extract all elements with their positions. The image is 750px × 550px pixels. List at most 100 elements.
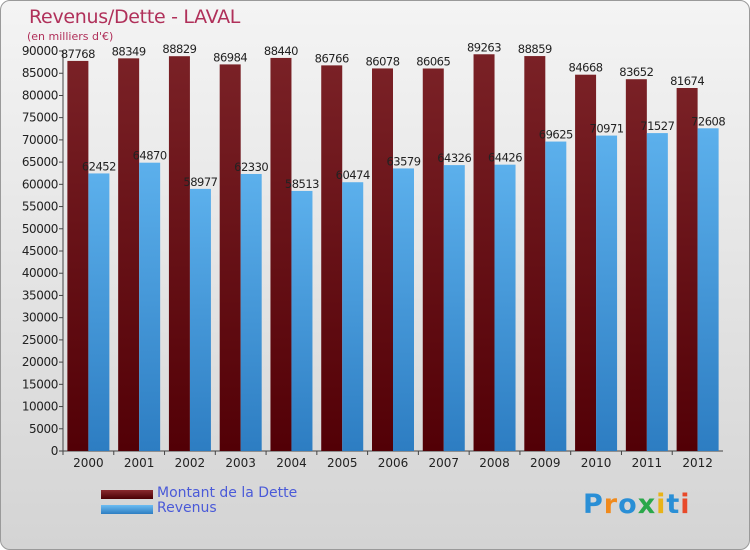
bar-debt <box>168 56 190 452</box>
bar-revenue <box>443 165 465 451</box>
logo-letter: i <box>656 489 667 520</box>
data-label-debt: 88440 <box>264 44 298 58</box>
y-tick-label: 55000 <box>22 200 58 214</box>
y-tick-label: 35000 <box>22 288 58 302</box>
proxiti-logo: Proxiti <box>583 489 691 520</box>
x-tick-label: 2005 <box>327 456 358 470</box>
bar-debt <box>219 64 241 451</box>
x-tick-label: 2000 <box>73 456 104 470</box>
y-tick-label: 25000 <box>22 333 58 347</box>
bar-revenue <box>189 188 211 451</box>
bar-debt <box>676 88 698 451</box>
bar-revenue <box>393 168 414 451</box>
bar-revenue <box>291 190 313 452</box>
data-label-debt: 83652 <box>619 65 653 79</box>
legend-swatch-revenue <box>101 505 153 514</box>
y-tick-label: 20000 <box>22 355 58 369</box>
y-tick-label: 85000 <box>22 66 58 80</box>
x-tick-label: 2012 <box>682 456 713 470</box>
y-tick-label: 70000 <box>22 133 58 147</box>
x-tick-label: 2008 <box>479 456 510 470</box>
y-tick-label: 65000 <box>22 155 58 169</box>
data-label-debt: 89263 <box>467 40 501 54</box>
x-tick-label: 2009 <box>530 456 561 470</box>
logo-letter: i <box>680 489 691 520</box>
data-label-revenue: 70971 <box>590 122 624 136</box>
y-tick-label: 5000 <box>29 422 58 436</box>
y-tick-label: 30000 <box>22 311 58 325</box>
data-label-revenue: 72608 <box>691 114 725 128</box>
data-label-debt: 86065 <box>416 54 450 68</box>
legend-label-revenue: Revenus <box>157 500 217 516</box>
bar-revenue <box>494 164 516 451</box>
bar-debt <box>321 65 343 451</box>
x-tick-label: 2004 <box>276 456 307 470</box>
bar-debt <box>625 79 647 452</box>
chart-subtitle: (en milliers d'€) <box>27 30 114 43</box>
x-tick-label: 2001 <box>124 456 155 470</box>
data-label-revenue: 62330 <box>234 160 268 174</box>
bar-debt <box>67 60 89 452</box>
data-label-revenue: 63579 <box>386 154 420 168</box>
data-label-revenue: 58977 <box>183 175 217 189</box>
data-label-revenue: 62452 <box>82 159 116 173</box>
y-tick-label: 90000 <box>22 44 58 58</box>
y-tick-label: 15000 <box>22 377 58 391</box>
data-label-revenue: 71527 <box>640 119 674 133</box>
legend-swatch-debt <box>101 490 153 499</box>
logo-letter: x <box>637 489 657 520</box>
y-tick-label: 0 <box>51 444 58 458</box>
data-label-revenue: 64870 <box>133 149 167 163</box>
bar-revenue <box>545 141 567 452</box>
bar-debt <box>118 58 140 452</box>
logo-letter: r <box>603 489 619 520</box>
y-tick-label: 60000 <box>22 177 58 191</box>
data-label-debt: 88829 <box>162 42 196 56</box>
data-label-debt: 86984 <box>213 50 247 64</box>
data-label-debt: 87768 <box>61 47 95 61</box>
bar-debt <box>422 68 444 451</box>
data-label-debt: 86766 <box>315 51 349 65</box>
bar-debt <box>575 74 597 451</box>
data-label-revenue: 58513 <box>285 177 319 191</box>
data-label-debt: 81674 <box>670 74 704 88</box>
bar-revenue <box>646 133 668 451</box>
bar-debt <box>524 56 546 452</box>
logo-letter: t <box>666 489 681 520</box>
chart-title: Revenus/Dette - LAVAL <box>29 6 241 28</box>
bar-revenue <box>139 162 161 451</box>
bar-revenue <box>342 182 364 451</box>
data-label-revenue: 60474 <box>336 168 370 182</box>
bar-debt <box>372 68 393 451</box>
data-label-debt: 88349 <box>112 44 146 58</box>
y-tick-label: 80000 <box>22 88 58 102</box>
y-tick-label: 40000 <box>22 266 58 280</box>
data-label-debt: 84668 <box>569 61 603 75</box>
x-tick-label: 2003 <box>225 456 256 470</box>
y-tick-label: 50000 <box>22 222 58 236</box>
y-tick-label: 75000 <box>22 111 58 125</box>
bar-debt <box>473 54 495 452</box>
bar-revenue <box>596 135 618 451</box>
data-label-revenue: 69625 <box>539 128 573 142</box>
bar-debt <box>270 57 292 451</box>
x-tick-label: 2002 <box>175 456 206 470</box>
bar-revenue <box>697 128 719 451</box>
legend-label-debt: Montant de la Dette <box>157 485 298 501</box>
x-tick-label: 2010 <box>581 456 612 470</box>
logo-letter: o <box>618 489 638 520</box>
logo-letter: P <box>583 489 604 520</box>
data-label-debt: 86078 <box>365 54 399 68</box>
x-tick-label: 2011 <box>632 456 663 470</box>
bar-revenue <box>88 173 110 452</box>
y-tick-label: 45000 <box>22 244 58 258</box>
data-label-debt: 88859 <box>518 42 552 56</box>
bar-revenue <box>240 173 262 451</box>
x-tick-label: 2007 <box>428 456 459 470</box>
x-tick-label: 2006 <box>378 456 409 470</box>
data-label-revenue: 64326 <box>437 151 471 165</box>
data-label-revenue: 64426 <box>488 151 522 165</box>
y-tick-label: 10000 <box>22 400 58 414</box>
